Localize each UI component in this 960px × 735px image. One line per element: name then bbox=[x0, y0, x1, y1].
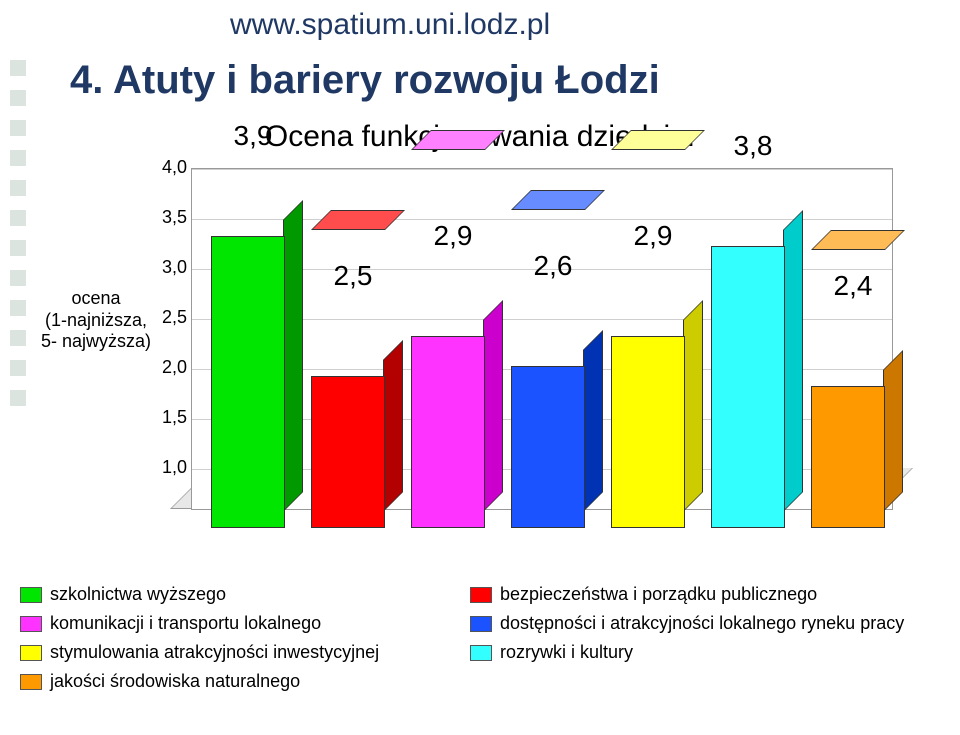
legend-label: komunikacji i transportu lokalnego bbox=[50, 613, 321, 634]
legend-swatch bbox=[20, 645, 42, 661]
bar bbox=[811, 388, 883, 528]
bar-value-label: 2,6 bbox=[505, 250, 601, 282]
legend-item: stymulowania atrakcyjności inwestycyjnej bbox=[20, 642, 470, 663]
legend-row: szkolnictwa wyższego bezpieczeństwa i por… bbox=[20, 580, 940, 696]
url-text: www.spatium.uni.lodz.pl bbox=[230, 8, 550, 42]
legend-label: jakości środowiska naturalnego bbox=[50, 671, 300, 692]
slide-bullets bbox=[10, 60, 26, 420]
bar-value-label: 2,9 bbox=[605, 220, 701, 252]
page-title: 4. Atuty i bariery rozwoju Łodzi bbox=[70, 58, 660, 103]
bar bbox=[711, 248, 783, 528]
legend-item: komunikacji i transportu lokalnego bbox=[20, 613, 470, 634]
bar-value-label: 3,8 bbox=[705, 130, 801, 162]
legend-item: rozrywki i kultury bbox=[470, 642, 920, 663]
y-tick-label: 3,0 bbox=[151, 257, 187, 278]
y-tick-label: 2,0 bbox=[151, 357, 187, 378]
y-tick-label: 1,5 bbox=[151, 407, 187, 428]
bar bbox=[411, 338, 483, 528]
bar bbox=[211, 238, 283, 528]
bar bbox=[611, 338, 683, 528]
legend-label: stymulowania atrakcyjności inwestycyjnej bbox=[50, 642, 379, 663]
legend-item: dostępności i atrakcyjności lokalnego ry… bbox=[470, 613, 920, 634]
legend-swatch bbox=[20, 616, 42, 632]
legend-swatch bbox=[470, 616, 492, 632]
y-tick-label: 2,5 bbox=[151, 307, 187, 328]
legend-label: bezpieczeństwa i porządku publicznego bbox=[500, 584, 817, 605]
bar-value-label: 2,5 bbox=[305, 260, 401, 292]
bar bbox=[511, 368, 583, 528]
legend-item: szkolnictwa wyższego bbox=[20, 584, 470, 605]
y-tick-label: 3,5 bbox=[151, 207, 187, 228]
legend: szkolnictwa wyższego bezpieczeństwa i por… bbox=[20, 580, 940, 696]
y-axis-label: ocena(1-najniższa,5- najwyższa) bbox=[36, 288, 156, 353]
legend-label: rozrywki i kultury bbox=[500, 642, 633, 663]
legend-swatch bbox=[470, 645, 492, 661]
bar-value-label: 2,9 bbox=[405, 220, 501, 252]
legend-item: jakości środowiska naturalnego bbox=[20, 671, 470, 692]
bar bbox=[311, 378, 383, 528]
bar-value-label: 3,9 bbox=[205, 120, 301, 152]
legend-label: szkolnictwa wyższego bbox=[50, 584, 226, 605]
gridline bbox=[192, 169, 892, 170]
bar-value-label: 2,4 bbox=[805, 270, 901, 302]
legend-item: bezpieczeństwa i porządku publicznego bbox=[470, 584, 920, 605]
bar-chart: ocena(1-najniższa,5- najwyższa) 1,0 1,5 2,… bbox=[36, 168, 936, 568]
y-tick-label: 1,0 bbox=[151, 457, 187, 478]
y-tick-label: 4,0 bbox=[151, 157, 187, 178]
legend-swatch bbox=[470, 587, 492, 603]
legend-swatch bbox=[20, 674, 42, 690]
legend-label: dostępności i atrakcyjności lokalnego ry… bbox=[500, 613, 904, 634]
legend-swatch bbox=[20, 587, 42, 603]
